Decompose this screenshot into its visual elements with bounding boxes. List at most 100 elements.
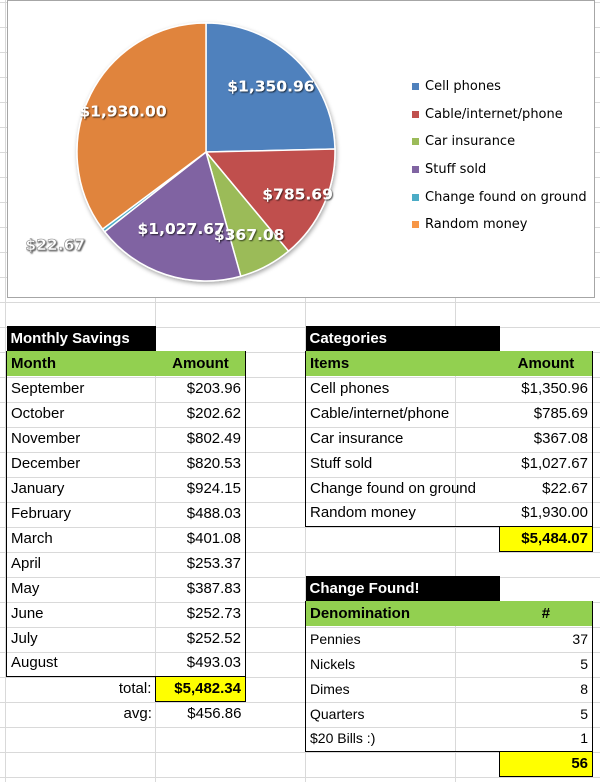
amount-cell[interactable]: $202.62 [155, 401, 246, 426]
pie-data-label: $1,350.96 [227, 78, 314, 96]
change-title-row: Change Found! [305, 576, 593, 601]
monthly-savings-table: Monthly Savings Month Amount September $2… [5, 326, 246, 726]
item-cell[interactable]: Change found on ground [304, 476, 500, 501]
table-row: November $802.49 [5, 426, 246, 451]
change-title[interactable]: Change Found! [305, 576, 500, 601]
amount-cell[interactable]: $488.03 [155, 501, 246, 526]
count-cell[interactable]: 1 [499, 726, 593, 752]
month-cell[interactable]: April [5, 551, 156, 576]
categories-title[interactable]: Categories [305, 326, 500, 351]
amount-cell[interactable]: $22.67 [499, 476, 593, 501]
monthly-title[interactable]: Monthly Savings [6, 326, 156, 351]
table-row: Cable/internet/phone $785.69 [304, 401, 593, 426]
pie-data-label: $1,930.00 [79, 102, 166, 120]
amount-cell[interactable]: $802.49 [155, 426, 246, 451]
total-value[interactable]: $5,482.34 [155, 675, 246, 702]
table-row: Pennies 37 [304, 626, 593, 651]
amount-cell[interactable]: $203.96 [155, 376, 246, 401]
categories-header-row: Items Amount [304, 351, 593, 376]
total-label[interactable]: total: [6, 675, 156, 701]
amount-cell[interactable]: $1,930.00 [499, 501, 593, 526]
table-row: Change found on ground $22.67 [304, 476, 593, 501]
col-amount-header[interactable]: Amount [155, 351, 246, 376]
amount-cell[interactable]: $820.53 [155, 451, 246, 476]
col-items-header[interactable]: Items [304, 351, 500, 376]
legend-label: Car insurance [425, 134, 516, 150]
legend-item-cable: Cable/internet/phone [412, 101, 587, 129]
pie-chart-svg: $1,350.96 $785.69 $367.08$1,027.67 $22.67 $1… [25, 22, 336, 282]
denomination-cell[interactable]: Quarters [304, 701, 500, 726]
amount-cell[interactable]: $785.69 [499, 401, 593, 426]
month-cell[interactable]: June [5, 601, 156, 626]
denomination-cell[interactable]: Pennies [304, 626, 500, 651]
table-row: September $203.96 [5, 376, 246, 401]
month-cell[interactable]: March [5, 526, 156, 551]
col-month-header[interactable]: Month [5, 351, 156, 376]
count-cell[interactable]: 5 [499, 701, 593, 726]
empty-cell[interactable] [156, 326, 246, 351]
empty-cell[interactable] [306, 751, 500, 776]
month-cell[interactable]: May [5, 576, 156, 601]
col-amount-header[interactable]: Amount [499, 351, 593, 376]
amount-cell[interactable]: $401.08 [155, 526, 246, 551]
change-total[interactable]: 56 [499, 750, 593, 777]
empty-cell[interactable] [305, 525, 500, 551]
amount-cell[interactable]: $1,350.96 [499, 376, 593, 401]
amount-cell[interactable]: $252.52 [155, 626, 246, 651]
table-row: May $387.83 [5, 576, 246, 601]
month-cell[interactable]: August [5, 651, 156, 676]
item-cell[interactable]: Cable/internet/phone [304, 401, 500, 426]
change-total-row: 56 [306, 750, 593, 777]
table-row: $20 Bills :) 1 [304, 726, 593, 752]
month-cell[interactable]: November [5, 426, 156, 451]
count-cell[interactable]: 37 [499, 626, 593, 651]
item-cell[interactable]: Stuff sold [304, 451, 500, 476]
month-cell[interactable]: December [5, 451, 156, 476]
item-cell[interactable]: Car insurance [304, 426, 500, 451]
item-cell[interactable]: Random money [304, 501, 500, 526]
amount-cell[interactable]: $493.03 [155, 651, 246, 676]
change-found-table: Change Found! Denomination # Pennies 37 Ni… [304, 576, 593, 777]
amount-cell[interactable]: $253.37 [155, 551, 246, 576]
amount-cell[interactable]: $387.83 [155, 576, 246, 601]
denomination-cell[interactable]: Dimes [304, 676, 500, 701]
amount-cell[interactable]: $1,027.67 [499, 451, 593, 476]
pie-slices [76, 22, 336, 282]
avg-label[interactable]: avg: [123, 704, 152, 722]
col-denomination-header[interactable]: Denomination [304, 601, 500, 626]
avg-value[interactable]: $456.86 [187, 704, 242, 722]
pie-chart[interactable]: $1,350.96 $785.69 $367.08 $1,027.67 $22.67 $1… [7, 0, 595, 298]
item-cell[interactable]: Cell phones [304, 376, 500, 401]
amount-cell[interactable]: $367.08 [499, 426, 593, 451]
denomination-cell[interactable]: Nickels [304, 651, 500, 676]
amount-cell[interactable]: $252.73 [155, 601, 246, 626]
pie-slice-cable-internet-phone[interactable] [204, 148, 336, 253]
month-cell[interactable]: September [5, 376, 156, 401]
table-row: June $252.73 [5, 601, 246, 626]
legend-swatch [412, 193, 419, 201]
table-row: February $488.03 [5, 501, 246, 526]
categories-table: Categories Items Amount Cell phones $1,35… [304, 326, 593, 552]
categories-body: Cell phones $1,350.96 Cable/internet/phone… [304, 376, 593, 526]
pie-data-label: $367.08 [214, 226, 285, 244]
pie-slice-cell-phones[interactable] [205, 22, 336, 153]
legend-item-stuff-sold: Stuff sold [412, 156, 587, 184]
month-cell[interactable]: February [5, 501, 156, 526]
empty-cell[interactable] [500, 576, 593, 601]
amount-cell[interactable]: $924.15 [155, 476, 246, 501]
month-cell[interactable]: January [5, 476, 156, 501]
denomination-cell[interactable]: $20 Bills :) [304, 726, 500, 752]
month-cell[interactable]: October [5, 401, 156, 426]
categories-total[interactable]: $5,484.07 [499, 525, 593, 552]
table-row: Stuff sold $1,027.67 [304, 451, 593, 476]
pie-slice-random-money[interactable] [76, 22, 207, 231]
pie-slice-stuff-sold[interactable] [103, 150, 242, 282]
col-count-header[interactable]: # [499, 601, 593, 626]
change-body: Pennies 37 Nickels 5 Dimes 8 Quarters 5 $20 Bill… [304, 626, 593, 752]
legend-swatch [412, 221, 419, 229]
count-cell[interactable]: 5 [499, 651, 593, 676]
count-cell[interactable]: 8 [499, 676, 593, 701]
month-cell[interactable]: July [5, 626, 156, 651]
empty-cell[interactable] [500, 326, 593, 351]
pie-data-label: $785.69 [262, 186, 333, 204]
